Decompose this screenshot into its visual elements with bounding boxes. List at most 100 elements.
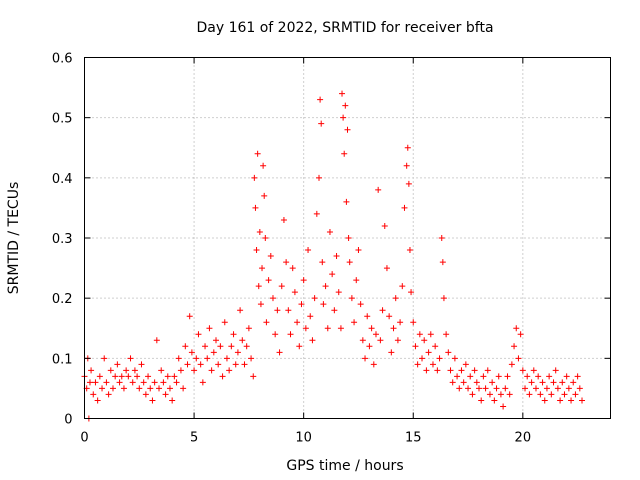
data-point: [500, 403, 507, 410]
data-point: [302, 325, 309, 332]
data-point: [416, 331, 423, 338]
data-point: [204, 355, 211, 362]
data-point: [467, 373, 474, 380]
data-point: [131, 367, 138, 374]
data-point: [136, 385, 143, 392]
data-point: [383, 265, 390, 272]
x-axis-label: GPS time / hours: [286, 458, 403, 474]
data-point: [563, 373, 570, 380]
chart-title: Day 161 of 2022, SRMTID for receiver bft…: [196, 20, 493, 36]
data-point: [397, 319, 404, 326]
data-point: [331, 307, 338, 314]
data-point: [341, 150, 348, 157]
y-tick-label: 0.6: [52, 52, 73, 67]
data-point: [309, 337, 316, 344]
data-point: [570, 379, 577, 386]
data-point: [92, 379, 99, 386]
data-point: [537, 391, 544, 398]
data-point: [245, 325, 252, 332]
data-point: [392, 295, 399, 302]
data-point: [340, 114, 347, 121]
data-point: [90, 391, 97, 398]
data-point: [228, 343, 235, 350]
data-point: [313, 210, 320, 217]
data-point: [456, 385, 463, 392]
data-point: [572, 391, 579, 398]
data-point: [291, 289, 298, 296]
data-point: [193, 355, 200, 362]
data-point: [568, 397, 575, 404]
tick-labels: 0 5 10 15 20 0 0.1 0.2 0.3 0.4 0.5 0.6: [52, 52, 531, 446]
data-point: [260, 162, 267, 169]
data-point: [191, 367, 198, 374]
data-point: [506, 391, 513, 398]
data-point: [243, 343, 250, 350]
data-point: [462, 361, 469, 368]
data-point: [171, 373, 178, 380]
data-point: [471, 367, 478, 374]
data-point: [116, 379, 123, 386]
data-point: [530, 367, 537, 374]
data-point: [386, 313, 393, 320]
y-tick-label: 0.5: [52, 112, 73, 127]
data-point: [129, 379, 136, 386]
data-point: [267, 253, 274, 260]
data-point: [372, 331, 379, 338]
data-point: [469, 391, 476, 398]
data-point: [388, 349, 395, 356]
data-point: [109, 385, 116, 392]
data-point: [495, 373, 502, 380]
data-point: [427, 331, 434, 338]
data-point: [234, 349, 241, 356]
tick-marks: [84, 57, 611, 419]
data-point: [480, 373, 487, 380]
data-point: [289, 265, 296, 272]
data-point: [522, 385, 529, 392]
data-point: [199, 379, 206, 386]
data-point: [230, 331, 237, 338]
data-point: [517, 331, 524, 338]
data-point: [202, 343, 209, 350]
data-point: [107, 367, 114, 374]
data-point: [574, 373, 581, 380]
y-tick-label: 0: [64, 413, 72, 428]
data-point: [381, 222, 388, 229]
data-point: [223, 355, 230, 362]
data-point: [535, 373, 542, 380]
data-point: [257, 301, 264, 308]
data-point: [405, 180, 412, 187]
data-point: [440, 295, 447, 302]
data-point: [252, 204, 259, 211]
data-point: [324, 325, 331, 332]
data-point: [164, 373, 171, 380]
data-point: [412, 343, 419, 350]
data-point: [177, 367, 184, 374]
data-point: [151, 379, 158, 386]
data-point: [251, 174, 258, 181]
data-point: [375, 186, 382, 193]
data-point: [447, 367, 454, 374]
data-point: [445, 349, 452, 356]
data-point: [88, 367, 95, 374]
data-point: [134, 373, 141, 380]
data-point: [410, 319, 417, 326]
data-point: [118, 373, 125, 380]
data-point: [399, 283, 406, 290]
data-point: [557, 397, 564, 404]
data-point: [403, 162, 410, 169]
data-point: [482, 385, 489, 392]
data-point: [335, 289, 342, 296]
data-point: [237, 307, 244, 314]
data-point: [86, 379, 93, 386]
data-point: [484, 367, 491, 374]
data-point: [423, 367, 430, 374]
data-point: [318, 120, 325, 127]
data-point: [414, 361, 421, 368]
data-point: [528, 379, 535, 386]
x-tick-label: 15: [405, 431, 422, 446]
data-point: [250, 373, 257, 380]
data-point: [345, 235, 352, 241]
data-point: [166, 385, 173, 392]
data-point: [561, 391, 568, 398]
data-point: [576, 385, 583, 392]
